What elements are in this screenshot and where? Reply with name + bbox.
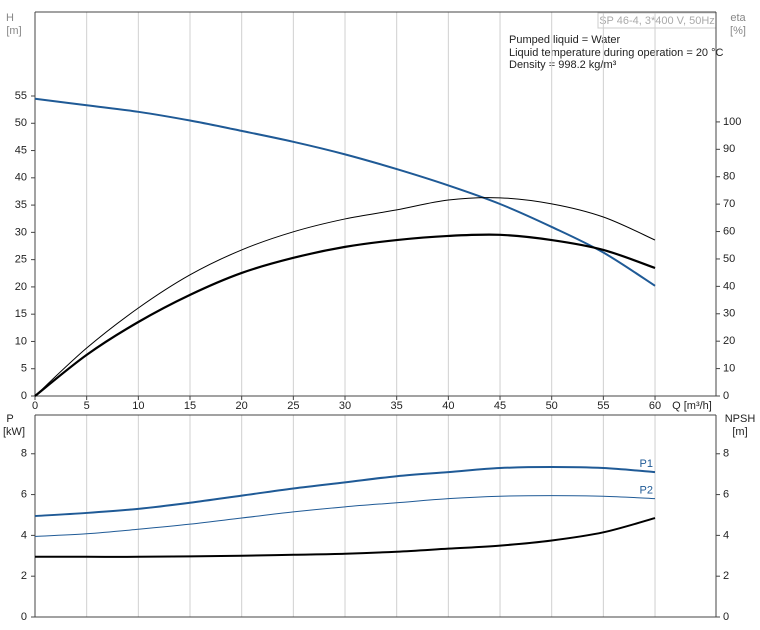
y-tick-label: 4 — [21, 529, 27, 541]
x-tick-label: 10 — [132, 400, 144, 412]
y2-tick-label: 80 — [723, 171, 735, 183]
curve-label: P2 — [640, 485, 653, 497]
y2-tick-label: 20 — [723, 335, 735, 347]
x-tick-label: 55 — [597, 400, 609, 412]
x-tick-label: 45 — [494, 400, 506, 412]
annotation: Pumped liquid = Water — [509, 34, 621, 46]
y2-tick-label: 10 — [723, 362, 735, 374]
curve — [34, 197, 656, 397]
y-tick-label: 0 — [21, 390, 27, 402]
y-tick-label: 0 — [21, 611, 27, 623]
x-tick-label: 25 — [287, 400, 299, 412]
y-tick-label: 8 — [21, 448, 27, 460]
y2-tick-label: 8 — [723, 448, 729, 460]
curve — [34, 466, 656, 517]
x-tick-label: 15 — [184, 400, 196, 412]
y-tick-label: 50 — [15, 117, 27, 129]
y2-tick-label: 100 — [723, 116, 741, 128]
y2-tick-label: 6 — [723, 488, 729, 500]
y-tick-label: 55 — [15, 90, 27, 102]
x-tick-label: 35 — [391, 400, 403, 412]
y-label: H — [6, 12, 14, 24]
y-tick-label: 40 — [15, 172, 27, 184]
y2-tick-label: 0 — [723, 390, 729, 402]
x-tick-label: 20 — [236, 400, 248, 412]
y2-unit: [m] — [732, 426, 747, 438]
y-tick-label: 25 — [15, 254, 27, 266]
y2-tick-label: 4 — [723, 529, 729, 541]
y2-tick-label: 60 — [723, 225, 735, 237]
y-tick-label: 10 — [15, 335, 27, 347]
y2-tick-label: 2 — [723, 570, 729, 582]
curve — [34, 233, 656, 397]
curve — [34, 517, 656, 558]
y-tick-label: 6 — [21, 488, 27, 500]
x-tick-label: 40 — [442, 400, 454, 412]
curve-label: P1 — [640, 458, 653, 470]
y2-tick-label: 40 — [723, 280, 735, 292]
y-tick-label: 5 — [21, 363, 27, 375]
y2-tick-label: 70 — [723, 198, 735, 210]
y2-label: eta — [730, 12, 746, 24]
y2-tick-label: 90 — [723, 143, 735, 155]
y-unit: [kW] — [3, 426, 25, 438]
y-tick-label: 35 — [15, 199, 27, 211]
x-tick-label: 50 — [546, 400, 558, 412]
y-tick-label: 45 — [15, 144, 27, 156]
y-unit: [m] — [6, 25, 21, 37]
y-tick-label: 30 — [15, 226, 27, 238]
chart-title: SP 46-4, 3*400 V, 50Hz — [599, 15, 715, 27]
y2-tick-label: 0 — [723, 611, 729, 623]
x-tick-label: 5 — [84, 400, 90, 412]
y2-label: NPSH — [725, 413, 756, 425]
annotation: Density = 998.2 kg/m³ — [509, 59, 617, 71]
y2-tick-label: 30 — [723, 308, 735, 320]
y-tick-label: 2 — [21, 570, 27, 582]
y-label: P — [6, 413, 13, 425]
x-tick-label: 0 — [32, 400, 38, 412]
x-tick-label: 30 — [339, 400, 351, 412]
x-label: Q [m³/h] — [672, 400, 712, 412]
curve — [34, 495, 656, 537]
y2-tick-label: 50 — [723, 253, 735, 265]
y2-unit: [%] — [730, 25, 746, 37]
annotation: Liquid temperature during operation = 20… — [509, 47, 724, 59]
y-tick-label: 15 — [15, 308, 27, 320]
x-tick-label: 60 — [649, 400, 661, 412]
y-tick-label: 20 — [15, 281, 27, 293]
curve — [34, 97, 656, 287]
